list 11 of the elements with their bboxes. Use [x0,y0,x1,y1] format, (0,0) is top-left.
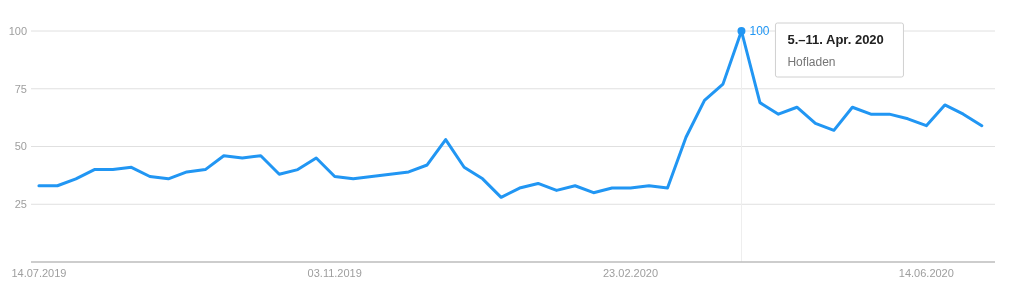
x-tick-label: 14.06.2020 [898,267,954,279]
x-tick-label: 14.07.2019 [11,267,67,279]
y-tick-label: 75 [14,82,27,95]
annotation: 5.–11. Apr. 2020 [787,32,884,47]
y-tick-label: 25 [14,198,27,211]
x-tick-label: 23.02.2020 [603,267,659,279]
text: Hofladen [787,55,836,69]
y-tick-label: 100 [8,24,27,37]
data-label: 100 [749,24,770,39]
x-tick-label: 03.11.2019 [307,267,362,279]
y-tick-label: 50 [14,140,27,153]
